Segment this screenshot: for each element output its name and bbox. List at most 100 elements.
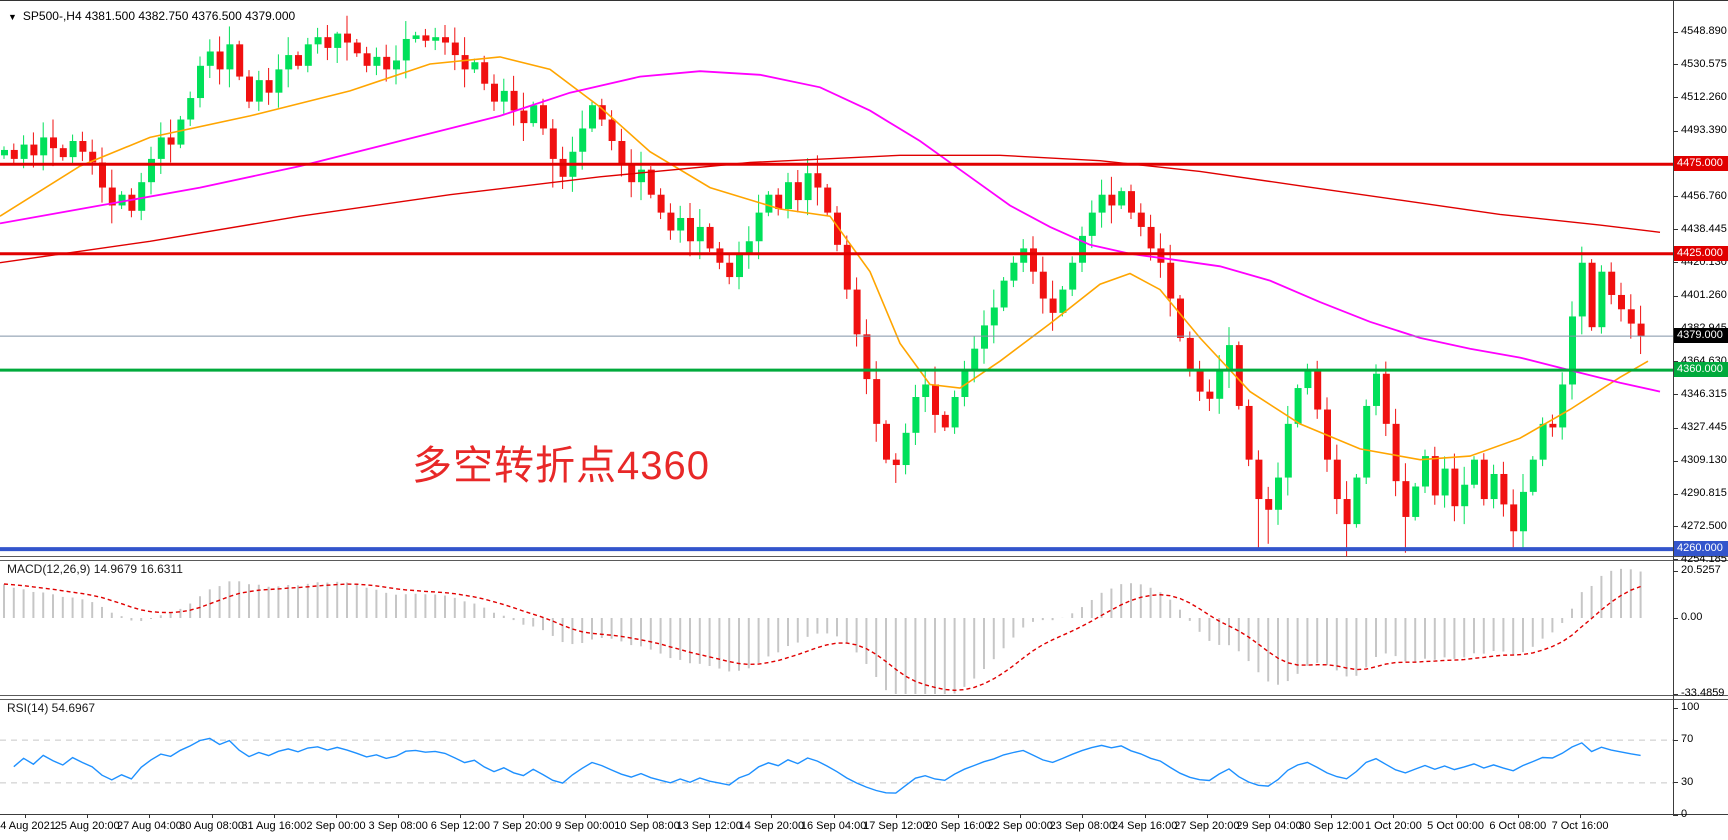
ma-fast-orange — [0, 56, 1649, 461]
date-axis-tick — [1269, 814, 1270, 818]
candle-body — [491, 83, 498, 102]
candle-body — [304, 44, 312, 66]
rsi-axis-label: 0 — [1681, 808, 1688, 820]
candle-body — [853, 289, 861, 335]
candle-body — [1422, 456, 1429, 487]
candle-body — [647, 169, 655, 195]
candle-body — [736, 253, 743, 278]
candle-body — [157, 137, 165, 159]
macd-axis-label: 0.00 — [1681, 611, 1703, 623]
price-axis-tick — [1673, 229, 1678, 231]
date-axis-label: 6 Sep 12:00 — [430, 820, 491, 832]
date-axis-label: 3 Sep 08:00 — [368, 820, 428, 832]
candle-body — [1500, 473, 1508, 505]
candle-body — [1118, 191, 1126, 206]
price-axis-tick — [1673, 31, 1678, 33]
candle-body — [89, 151, 97, 163]
candle-body — [540, 105, 547, 129]
candle-body — [353, 42, 361, 54]
candle-body — [148, 158, 155, 183]
macd-rsi-separator[interactable] — [0, 695, 1728, 700]
candle-body — [1245, 405, 1253, 460]
candle-body — [118, 194, 126, 206]
rsi-indicator-label: RSI(14) 54.6967 — [7, 701, 96, 715]
candle-body — [344, 33, 351, 43]
candle-body — [1284, 423, 1292, 478]
candle-body — [500, 90, 508, 102]
main-macd-separator[interactable] — [0, 556, 1728, 561]
candle-body — [1373, 373, 1380, 406]
date-axis-label: 22 Sep 00:00 — [987, 820, 1053, 832]
rsi-axis-tick — [1673, 782, 1678, 784]
candle-body — [432, 37, 440, 41]
symbol-info-bar: ▼ SP500-,H4 4381.500 4382.750 4376.500 43… — [8, 9, 295, 23]
candle-body — [1451, 468, 1459, 507]
candle-body — [726, 262, 734, 278]
candle-body — [138, 182, 146, 211]
price-axis-label: 4290.815 — [1681, 487, 1727, 499]
candle-body — [589, 105, 596, 129]
candle-body — [265, 80, 273, 93]
candle-body — [1235, 345, 1243, 406]
candle-body — [1333, 459, 1341, 500]
price-axis-label: 4346.315 — [1681, 387, 1727, 400]
price-axis-label: 4512.260 — [1681, 90, 1727, 103]
candle-body — [334, 33, 342, 48]
price-axis-tick — [1673, 394, 1678, 396]
candle-body — [1402, 481, 1410, 517]
price-axis-label: 4401.260 — [1681, 289, 1727, 302]
candle-body — [794, 182, 802, 201]
date-axis-tick — [1517, 814, 1519, 818]
date-axis-tick — [1455, 814, 1457, 818]
candle-body — [1177, 298, 1184, 338]
candle-body — [1137, 212, 1145, 227]
candle-body — [716, 248, 724, 263]
candle-body — [530, 105, 538, 124]
date-axis-tick — [522, 814, 524, 818]
candle-body — [1255, 459, 1263, 500]
candle-body — [1529, 459, 1537, 492]
candle-body — [912, 397, 920, 433]
candle-body — [510, 90, 518, 111]
candle-body — [422, 35, 430, 41]
symbol-dropdown-icon[interactable]: ▼ — [8, 12, 17, 22]
date-axis-label: 5 Oct 00:00 — [1427, 820, 1485, 832]
candle-body — [1157, 248, 1165, 263]
ma-slow-red — [0, 154, 1661, 264]
rsi-line — [13, 737, 1641, 794]
candle-body — [579, 128, 587, 152]
rsi-axis-label: 30 — [1681, 775, 1694, 788]
price-axis-label: 4309.130 — [1681, 454, 1727, 467]
price-tag-4379.000: 4379.000 — [1674, 328, 1728, 344]
candle-body — [442, 37, 449, 43]
candle-body — [696, 226, 704, 242]
candle-body — [402, 38, 410, 61]
date-axis-tick — [460, 814, 462, 818]
date-axis-tick — [1144, 814, 1146, 818]
price-axis-tick — [1673, 526, 1678, 528]
candle-body — [197, 65, 204, 99]
date-axis-tick — [1393, 814, 1395, 818]
candle-body — [981, 325, 988, 349]
price-axis-tick — [1673, 130, 1678, 132]
price-axis-label: 4493.390 — [1681, 124, 1727, 137]
date-axis-tick — [895, 814, 897, 818]
candle-body — [226, 44, 234, 70]
price-axis-tick — [1673, 427, 1678, 429]
candle-body — [677, 217, 685, 231]
candle-body — [755, 212, 763, 242]
date-axis-label: 13 Sep 12:00 — [676, 820, 742, 832]
candle-body — [1265, 499, 1273, 510]
candle-body — [990, 307, 998, 326]
date-axis-border — [0, 814, 1728, 815]
candle-body — [804, 173, 812, 201]
candle-body — [1039, 271, 1047, 299]
price-axis-border — [1673, 1, 1674, 814]
candle-body — [373, 56, 381, 66]
candle-body — [1480, 459, 1488, 500]
candle-body — [1069, 262, 1077, 290]
candle-body — [412, 35, 420, 39]
date-axis-tick — [1206, 814, 1208, 818]
